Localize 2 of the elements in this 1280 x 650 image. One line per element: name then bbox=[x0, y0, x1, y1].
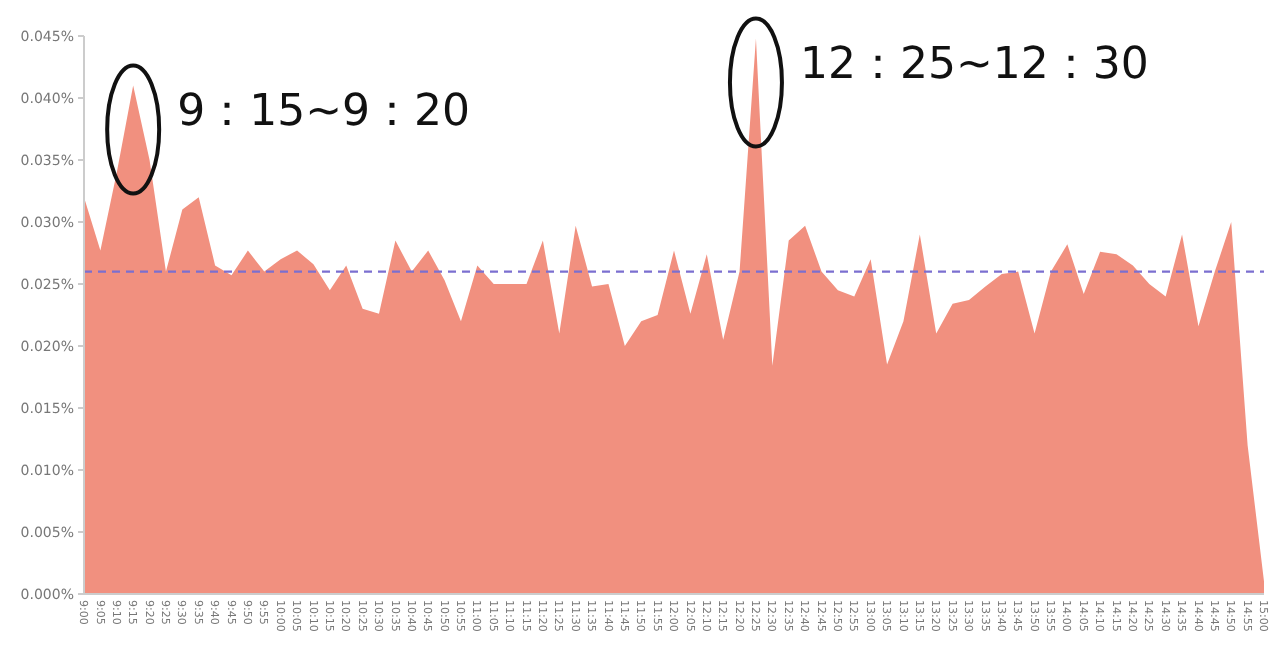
annotation: 9：15~9：20 bbox=[177, 87, 471, 137]
annotation: 12：25~12：30 bbox=[799, 39, 1149, 90]
